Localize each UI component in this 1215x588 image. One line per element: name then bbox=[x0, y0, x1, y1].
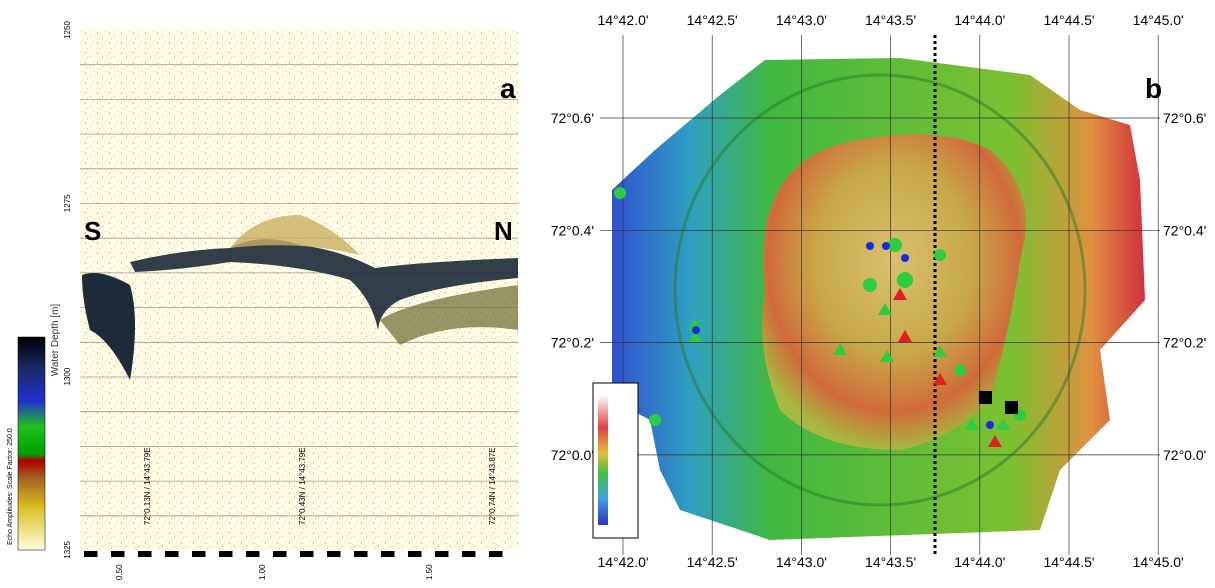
position-label: 72°0.43N / 14°43.79E bbox=[298, 447, 307, 525]
distance-tick-label: 0.50 bbox=[115, 564, 124, 580]
lon-tick-label: 14°42.0' bbox=[597, 12, 648, 28]
lat-tick-label: 72°0.6' bbox=[551, 110, 594, 126]
scale-segment bbox=[408, 551, 422, 557]
scale-segment bbox=[192, 551, 206, 557]
scale-segment bbox=[462, 551, 476, 557]
depth-tick-label: 1250 bbox=[63, 21, 72, 39]
direction-label: N bbox=[494, 216, 513, 246]
lon-tick-label: 14°43.0' bbox=[776, 12, 827, 28]
lon-tick-label: 14°42.5' bbox=[687, 554, 738, 570]
lon-tick-label: 14°45.0' bbox=[1133, 12, 1184, 28]
scale-segment bbox=[219, 551, 233, 557]
lat-tick-label: 72°0.6' bbox=[1163, 110, 1206, 126]
depth-tick-label: 1325 bbox=[63, 540, 72, 558]
scale-segment bbox=[84, 551, 98, 557]
scale-segment bbox=[435, 551, 449, 557]
axis-title: Water Depth [m] bbox=[50, 304, 61, 377]
lon-tick-label: 14°42.5' bbox=[687, 12, 738, 28]
figure: Echo Amplitudes: Scale Factor: 250.0 Wat… bbox=[0, 0, 1215, 583]
lon-tick-label: 14°42.0' bbox=[597, 554, 648, 570]
lon-tick-label: 14°43.5' bbox=[865, 12, 916, 28]
lon-tick-label: 14°43.0' bbox=[776, 554, 827, 570]
panel-label: a bbox=[500, 73, 516, 104]
direction-label: S bbox=[84, 216, 101, 246]
map-legend-scale bbox=[598, 395, 608, 525]
scale-segment bbox=[165, 551, 179, 557]
lat-tick-label: 72°0.2' bbox=[1163, 335, 1206, 351]
lon-tick-label: 14°44.5' bbox=[1043, 12, 1094, 28]
lat-tick-label: 72°0.2' bbox=[551, 335, 594, 351]
position-label: 72°0.13N / 14°43.79E bbox=[143, 447, 152, 525]
lon-tick-label: 14°44.5' bbox=[1043, 554, 1094, 570]
scale-segment bbox=[354, 551, 368, 557]
scale-segment bbox=[327, 551, 341, 557]
lat-tick-label: 72°0.0' bbox=[1163, 447, 1206, 463]
scale-segment bbox=[489, 551, 503, 557]
lat-tick-label: 72°0.4' bbox=[551, 222, 594, 238]
lat-tick-label: 72°0.4' bbox=[1163, 222, 1206, 238]
position-label: 72°0.74N / 14°43.87E bbox=[488, 447, 497, 525]
lat-tick-label: 72°0.0' bbox=[551, 447, 594, 463]
depth-tick-label: 1300 bbox=[63, 367, 72, 385]
colorbar bbox=[18, 337, 45, 550]
lon-tick-label: 14°45.0' bbox=[1133, 554, 1184, 570]
lon-tick-label: 14°44.0' bbox=[954, 12, 1005, 28]
scale-segment bbox=[273, 551, 287, 557]
scale-segment bbox=[300, 551, 314, 557]
distance-tick-label: 1.50 bbox=[425, 564, 434, 580]
scale-bar bbox=[84, 551, 503, 557]
scale-segment bbox=[381, 551, 395, 557]
distance-tick-label: 1.00 bbox=[258, 564, 267, 580]
depth-tick-label: 1275 bbox=[63, 194, 72, 212]
scale-segment bbox=[138, 551, 152, 557]
colorbar-label: Echo Amplitudes: Scale Factor: 250.0 bbox=[7, 428, 14, 545]
scale-segment bbox=[111, 551, 125, 557]
lon-tick-label: 14°43.5' bbox=[865, 554, 916, 570]
scale-segment bbox=[246, 551, 260, 557]
lon-tick-label: 14°44.0' bbox=[954, 554, 1005, 570]
panel-label: b bbox=[1145, 73, 1162, 104]
